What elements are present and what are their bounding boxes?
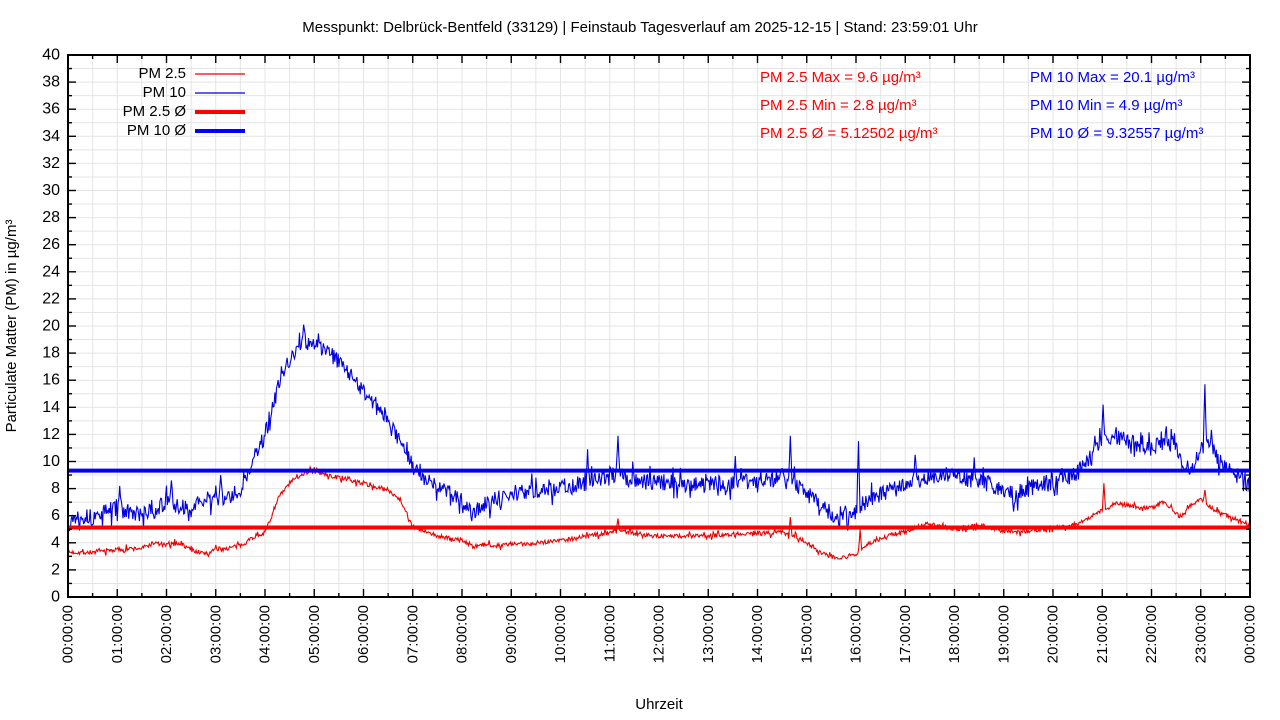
- legend-label-pm10: PM 10: [142, 84, 186, 101]
- x-tick-label: 23:00:00: [1192, 605, 1209, 663]
- y-tick-label: 2: [51, 561, 60, 578]
- x-tick-label: 13:00:00: [700, 605, 717, 663]
- pm10-curve: [68, 324, 1250, 532]
- x-tick-label: 05:00:00: [306, 605, 323, 663]
- x-tick-label: 02:00:00: [158, 605, 175, 663]
- y-tick-label: 16: [42, 372, 60, 389]
- y-tick-label: 8: [51, 480, 60, 497]
- stat-pm10-max: PM 10 Max = 20.1 µg/m³: [1030, 69, 1195, 86]
- x-tick-label: 21:00:00: [1094, 605, 1111, 663]
- x-tick-label: 11:00:00: [601, 605, 618, 662]
- y-tick-label: 40: [42, 47, 60, 64]
- y-tick-label: 38: [42, 74, 60, 91]
- x-tick-label: 12:00:00: [651, 605, 668, 663]
- y-tick-label: 28: [42, 209, 60, 226]
- stat-pm10-min: PM 10 Min = 4.9 µg/m³: [1030, 97, 1183, 114]
- x-tick-label: 01:00:00: [109, 605, 126, 663]
- legend-label-pm25: PM 2.5: [138, 65, 186, 82]
- x-tick-label: 00:00:00: [60, 605, 77, 663]
- y-tick-label: 30: [42, 182, 60, 199]
- x-tick-label: 18:00:00: [946, 605, 963, 663]
- y-tick-label: 18: [42, 345, 60, 362]
- y-tick-label: 10: [42, 453, 60, 470]
- y-tick-label: 14: [42, 399, 60, 416]
- y-tick-label: 36: [42, 101, 60, 118]
- legend-label-pm10-avg: PM 10 Ø: [126, 122, 186, 139]
- stat-pm25-max: PM 2.5 Max = 9.6 µg/m³: [760, 69, 921, 86]
- y-tick-label: 4: [51, 534, 60, 551]
- legend-label-pm25-avg: PM 2.5 Ø: [122, 103, 186, 120]
- y-tick-label: 24: [42, 263, 60, 280]
- x-tick-label: 17:00:00: [897, 605, 914, 663]
- y-tick-label: 32: [42, 155, 60, 172]
- grid: [68, 55, 1250, 597]
- legend: PM 2.5 PM 10 PM 2.5 Ø PM 10 Ø: [20, 64, 186, 140]
- y-tick-label: 0: [51, 589, 60, 606]
- x-tick-label: 06:00:00: [355, 605, 372, 663]
- x-tick-label: 00:00:00: [1242, 605, 1259, 663]
- stats-pm10: PM 10 Max = 20.1 µg/m³ PM 10 Min = 4.9 µ…: [1030, 68, 1203, 152]
- x-tick-label: 08:00:00: [454, 605, 471, 663]
- x-tick-label: 04:00:00: [257, 605, 274, 663]
- x-axis-title: Uhrzeit: [635, 696, 683, 713]
- x-tick-label: 10:00:00: [552, 605, 569, 663]
- x-tick-label: 15:00:00: [798, 605, 815, 663]
- stat-pm25-avg: PM 2.5 Ø = 5.12502 µg/m³: [760, 125, 938, 142]
- x-tick-label: 14:00:00: [749, 605, 766, 663]
- stat-pm25-min: PM 2.5 Min = 2.8 µg/m³: [760, 97, 917, 114]
- y-tick-label: 12: [42, 426, 60, 443]
- x-tick-label: 22:00:00: [1143, 605, 1160, 663]
- stat-pm10-avg: PM 10 Ø = 9.32557 µg/m³: [1030, 125, 1204, 142]
- y-tick-label: 22: [42, 290, 60, 307]
- y-axis-title: Particulate Matter (PM) in µg/m³: [3, 220, 20, 433]
- x-tick-label: 09:00:00: [503, 605, 520, 663]
- x-tick-label: 19:00:00: [995, 605, 1012, 663]
- chart-title: Messpunkt: Delbrück-Bentfeld (33129) | F…: [302, 19, 978, 36]
- x-tick-label: 16:00:00: [848, 605, 865, 663]
- y-tick-label: 20: [42, 318, 60, 335]
- stats-pm25: PM 2.5 Max = 9.6 µg/m³ PM 2.5 Min = 2.8 …: [760, 68, 937, 152]
- y-tick-label: 6: [51, 507, 60, 524]
- axis-ticks: [67, 54, 1251, 598]
- y-tick-label: 26: [42, 236, 60, 253]
- x-tick-label: 20:00:00: [1045, 605, 1062, 663]
- y-tick-label: 34: [42, 128, 60, 145]
- x-tick-label: 07:00:00: [404, 605, 421, 663]
- x-tick-label: 03:00:00: [207, 605, 224, 663]
